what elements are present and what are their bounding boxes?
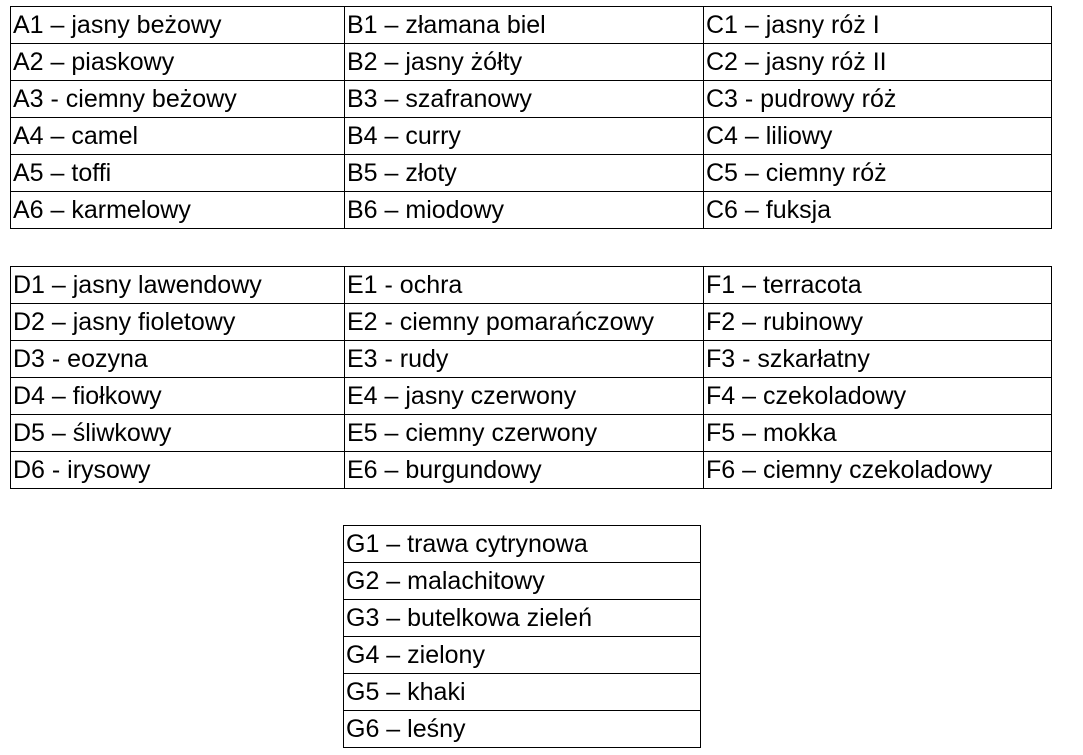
color-entry-cell: B1 – złamana biel [344,6,704,44]
color-entry-cell: G2 – malachitowy [343,562,701,600]
color-entry-cell: E2 - ciemny pomarańczowy [344,303,704,341]
color-entry-cell: C6 – fuksja [703,191,1052,229]
color-entry-cell: B6 – miodowy [344,191,704,229]
table-row: A3 - ciemny beżowy B3 – szafranowy C3 - pu… [10,80,1052,118]
color-table-d-e-f: D1 – jasny lawendowy E1 - ochra F1 – terra… [10,266,1052,489]
color-entry-cell: D2 – jasny fioletowy [10,303,345,341]
color-entry-cell: A4 – camel [10,117,345,155]
color-entry-cell: B3 – szafranowy [344,80,704,118]
color-table-a-b-c: A1 – jasny beżowy B1 – złamana biel C1 – j… [10,6,1052,229]
table-row: D5 – śliwkowy E5 – ciemny czerwony F5 – mo… [10,414,1052,452]
table-row: D1 – jasny lawendowy E1 - ochra F1 – terra… [10,266,1052,304]
color-entry-cell: F4 – czekoladowy [703,377,1052,415]
color-entry-cell: C2 – jasny róż II [703,43,1052,81]
table-row: A1 – jasny beżowy B1 – złamana biel C1 – j… [10,6,1052,44]
table-row: D3 - eozyna E3 - rudy F3 - szkarłatny [10,340,1052,378]
color-table-g: G1 – trawa cytrynowa G2 – malachitowy G3 –… [343,525,701,748]
color-entry-cell: E6 – burgundowy [344,451,704,489]
table-row: A5 – toffi B5 – złoty C5 – ciemny róż [10,154,1052,192]
color-entry-cell: E5 – ciemny czerwony [344,414,704,452]
color-entry-cell: A3 - ciemny beżowy [10,80,345,118]
color-entry-cell: G3 – butelkowa zieleń [343,599,701,637]
color-entry-cell: A2 – piaskowy [10,43,345,81]
table-row: G2 – malachitowy [343,562,701,600]
table-row: A2 – piaskowy B2 – jasny żółty C2 – jasny … [10,43,1052,81]
table-row: G4 – zielony [343,636,701,674]
color-entry-cell: F6 – ciemny czekoladowy [703,451,1052,489]
color-entry-cell: C1 – jasny róż I [703,6,1052,44]
color-entry-cell: F5 – mokka [703,414,1052,452]
color-entry-cell: C4 – liliowy [703,117,1052,155]
color-entry-cell: C5 – ciemny róż [703,154,1052,192]
table-row: A6 – karmelowy B6 – miodowy C6 – fuksja [10,191,1052,229]
table-row: D6 - irysowy E6 – burgundowy F6 – ciemny c… [10,451,1052,489]
color-entry-cell: D3 - eozyna [10,340,345,378]
color-entry-cell: E1 - ochra [344,266,704,304]
color-entry-cell: A1 – jasny beżowy [10,6,345,44]
color-entry-cell: G1 – trawa cytrynowa [343,525,701,563]
table-row: A4 – camel B4 – curry C4 – liliowy [10,117,1052,155]
color-entry-cell: F2 – rubinowy [703,303,1052,341]
color-entry-cell: A5 – toffi [10,154,345,192]
color-entry-cell: D5 – śliwkowy [10,414,345,452]
color-entry-cell: B4 – curry [344,117,704,155]
color-entry-cell: E3 - rudy [344,340,704,378]
color-entry-cell: G6 – leśny [343,710,701,748]
color-entry-cell: F3 - szkarłatny [703,340,1052,378]
color-entry-cell: F1 – terracota [703,266,1052,304]
color-entry-cell: B2 – jasny żółty [344,43,704,81]
table-row: G5 – khaki [343,673,701,711]
color-entry-cell: G4 – zielony [343,636,701,674]
color-entry-cell: D4 – fiołkowy [10,377,345,415]
color-entry-cell: G5 – khaki [343,673,701,711]
color-entry-cell: E4 – jasny czerwony [344,377,704,415]
color-entry-cell: A6 – karmelowy [10,191,345,229]
color-entry-cell: B5 – złoty [344,154,704,192]
table-row: G6 – leśny [343,710,701,748]
color-entry-cell: D1 – jasny lawendowy [10,266,345,304]
table-row: D2 – jasny fioletowy E2 - ciemny pomarańc… [10,303,1052,341]
table-row: G1 – trawa cytrynowa [343,525,701,563]
color-entry-cell: C3 - pudrowy róż [703,80,1052,118]
table-row: D4 – fiołkowy E4 – jasny czerwony F4 – cze… [10,377,1052,415]
table-row: G3 – butelkowa zieleń [343,599,701,637]
color-entry-cell: D6 - irysowy [10,451,345,489]
